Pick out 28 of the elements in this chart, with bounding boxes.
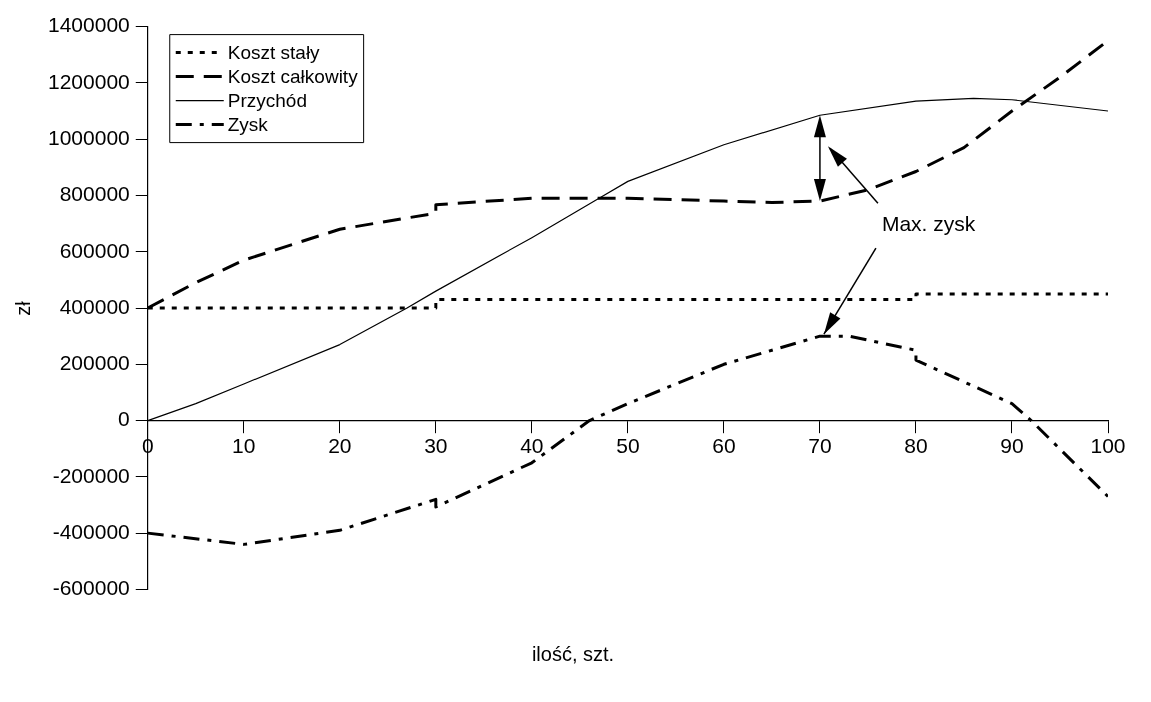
x-tick-label: 100 xyxy=(1090,433,1126,457)
y-tick-label: -400000 xyxy=(52,519,130,543)
y-tick-label: 1200000 xyxy=(47,69,130,93)
legend-label: Koszt stały xyxy=(227,41,321,63)
x-tick-label: 40 xyxy=(520,433,544,457)
y-tick-label: 800000 xyxy=(59,182,130,206)
x-tick-label: 10 xyxy=(232,433,256,457)
legend-label: Przychód xyxy=(227,89,307,111)
legend-label: Zysk xyxy=(227,113,269,135)
y-tick-label: 400000 xyxy=(59,294,130,318)
x-tick-label: 70 xyxy=(808,433,832,457)
x-tick-label: 60 xyxy=(712,433,736,457)
y-tick-label: 1000000 xyxy=(47,125,130,149)
y-tick-label: 600000 xyxy=(59,238,130,262)
y-axis-title: zł xyxy=(11,300,35,316)
x-tick-label: 30 xyxy=(424,433,448,457)
x-tick-label: 80 xyxy=(904,433,928,457)
annotation: Max. zysk xyxy=(881,212,976,236)
y-tick-label: -600000 xyxy=(52,576,130,600)
y-tick-label: -200000 xyxy=(52,463,130,487)
legend-label: Koszt całkowity xyxy=(227,65,359,87)
x-tick-label: 50 xyxy=(616,433,640,457)
x-tick-label: 20 xyxy=(328,433,352,457)
x-tick-label: 90 xyxy=(1000,433,1024,457)
x-axis-title: ilość, szt. xyxy=(530,643,616,666)
y-tick-label: 200000 xyxy=(59,351,130,375)
y-tick-label: 0 xyxy=(118,407,130,431)
y-tick-label: 1400000 xyxy=(47,13,130,37)
